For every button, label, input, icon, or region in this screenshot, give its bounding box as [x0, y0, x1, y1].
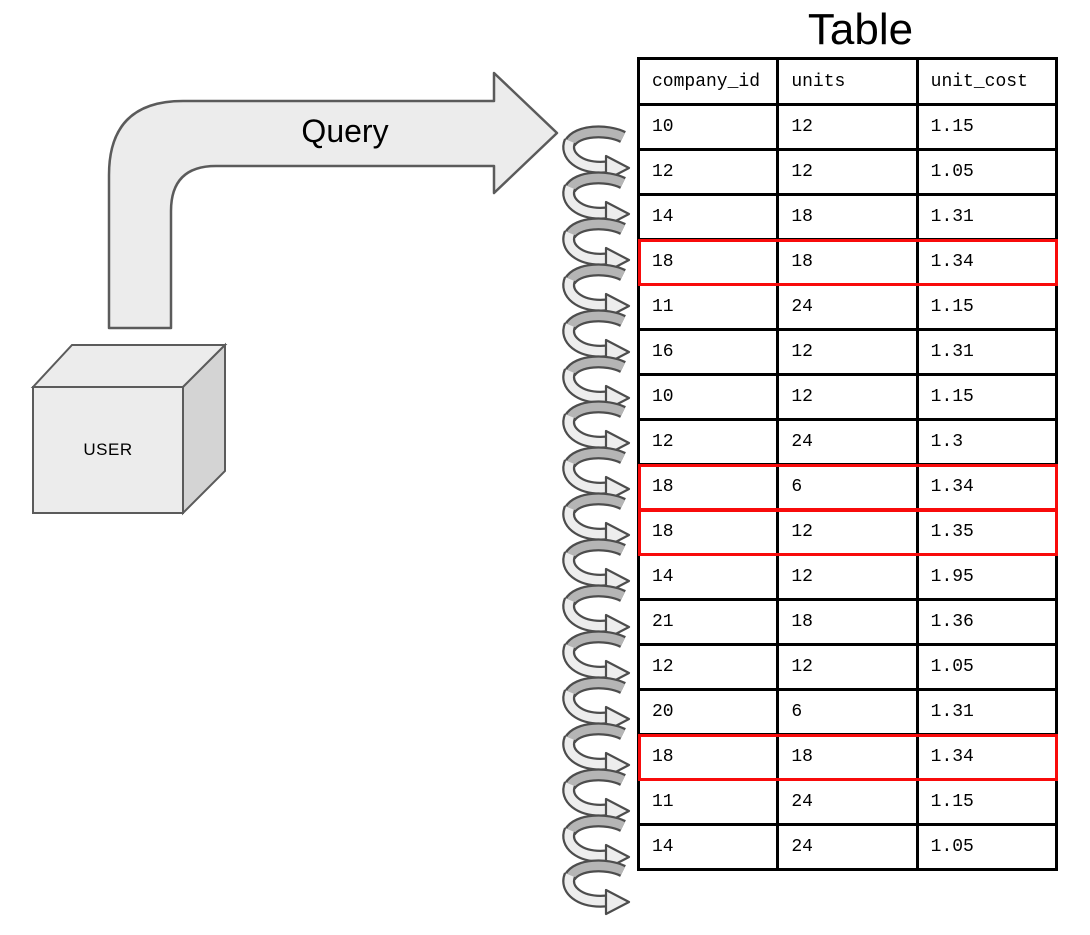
table-cell: 18	[636, 238, 780, 286]
table-cell: 18	[636, 463, 780, 511]
table-cell: 18	[776, 598, 919, 646]
table-cell: 1.35	[915, 508, 1059, 556]
table-cell: 14	[636, 193, 780, 241]
table-cell: 1.05	[915, 643, 1059, 691]
loop-arrow-icon	[562, 630, 631, 686]
table-cell: 12	[776, 148, 919, 196]
query-arrow-label: Query	[301, 112, 389, 149]
query-arrow	[107, 71, 559, 330]
column-header: unit_cost	[915, 57, 1059, 106]
table-row: 18 18 1.34	[636, 238, 1059, 286]
loop-arrow-icon	[562, 446, 631, 503]
table-cell: 24	[776, 418, 919, 466]
table-cell: 14	[636, 553, 780, 601]
table-row: 18 6 1.34	[636, 463, 1059, 511]
table-cell: 18	[776, 733, 919, 781]
table-cell: 14	[636, 823, 780, 871]
table-cell: 1.05	[915, 823, 1059, 871]
table-cell: 10	[636, 373, 780, 421]
table-row: 14 18 1.31	[636, 193, 1059, 241]
user-box-label: USER	[83, 440, 133, 459]
table-row: 14 24 1.05	[636, 823, 1059, 871]
table-header-row: company_id units unit_cost	[636, 57, 1059, 106]
user-box	[30, 342, 228, 516]
loop-arrow-icon	[562, 768, 631, 824]
table-row: 12 12 1.05	[636, 148, 1059, 196]
loop-arrow-icon	[562, 722, 631, 778]
table-row: 12 12 1.05	[636, 643, 1059, 691]
loop-arrow-icon	[562, 125, 631, 182]
table-row: 16 12 1.31	[636, 328, 1059, 376]
user-box-front-face	[32, 386, 184, 514]
table-cell: 24	[776, 283, 919, 331]
table-cell: 12	[776, 508, 919, 556]
loop-arrow-icon	[562, 859, 631, 916]
data-table: company_id units unit_cost 10 12 1.15 12 12 1.0…	[636, 57, 1059, 871]
table-cell: 18	[636, 508, 780, 556]
table-row: 11 24 1.15	[636, 778, 1059, 826]
table-cell: 16	[636, 328, 780, 376]
loop-arrow-icon	[562, 676, 631, 732]
table-row: 18 12 1.35	[636, 508, 1059, 556]
loop-arrow-icon	[562, 309, 631, 365]
table-cell: 12	[636, 418, 780, 466]
query-arrow-shape	[107, 71, 559, 330]
table-cell: 1.05	[915, 148, 1059, 196]
table-cell: 18	[776, 193, 919, 241]
table-cell: 1.34	[915, 463, 1059, 511]
loop-arrow-icon	[562, 492, 631, 549]
table-cell: 1.15	[915, 103, 1059, 151]
table-row: 21 18 1.36	[636, 598, 1059, 646]
table-cell: 12	[776, 373, 919, 421]
table-cell: 1.15	[915, 778, 1059, 826]
table-cell: 1.36	[915, 598, 1059, 646]
table-cell: 12	[636, 148, 780, 196]
table-row: 14 12 1.95	[636, 553, 1059, 601]
table-row: 10 12 1.15	[636, 373, 1059, 421]
table-cell: 24	[776, 778, 919, 826]
table-cell: 12	[636, 643, 780, 691]
table-cell: 6	[776, 688, 919, 736]
table-row: 10 12 1.15	[636, 103, 1059, 151]
table-row: 12 24 1.3	[636, 418, 1059, 466]
table-row: 18 18 1.34	[636, 733, 1059, 781]
loop-arrow-icon	[562, 171, 631, 227]
table-cell: 1.31	[915, 328, 1059, 376]
table-cell: 20	[636, 688, 780, 736]
table-cell: 12	[776, 643, 919, 691]
table-body: 10 12 1.15 12 12 1.05 14 18 1.31 18 18 1.34 11 24 1.15…	[636, 103, 1059, 871]
table-row: 11 24 1.15	[636, 283, 1059, 331]
table-cell: 1.15	[915, 283, 1059, 331]
table-title: Table	[807, 5, 914, 54]
table-cell: 24	[776, 823, 919, 871]
table-cell: 11	[636, 283, 780, 331]
table-cell: 21	[636, 598, 780, 646]
table-cell: 1.31	[915, 193, 1059, 241]
table-cell: 12	[776, 553, 919, 601]
table-cell: 1.31	[915, 688, 1059, 736]
table-cell: 1.15	[915, 373, 1059, 421]
table-cell: 18	[636, 733, 780, 781]
table-cell: 1.95	[915, 553, 1059, 601]
table-row: 20 6 1.31	[636, 688, 1059, 736]
loop-arrow-icon	[562, 538, 631, 595]
table-cell: 12	[776, 328, 919, 376]
column-header: company_id	[636, 57, 780, 106]
table-cell: 11	[636, 778, 780, 826]
table-cell: 12	[776, 103, 919, 151]
table-cell: 1.34	[915, 238, 1059, 286]
table-cell: 6	[776, 463, 919, 511]
column-header: units	[776, 57, 919, 106]
table-cell: 1.3	[915, 418, 1059, 466]
table-cell: 1.34	[915, 733, 1059, 781]
table-cell: 10	[636, 103, 780, 151]
table-cell: 18	[776, 238, 919, 286]
